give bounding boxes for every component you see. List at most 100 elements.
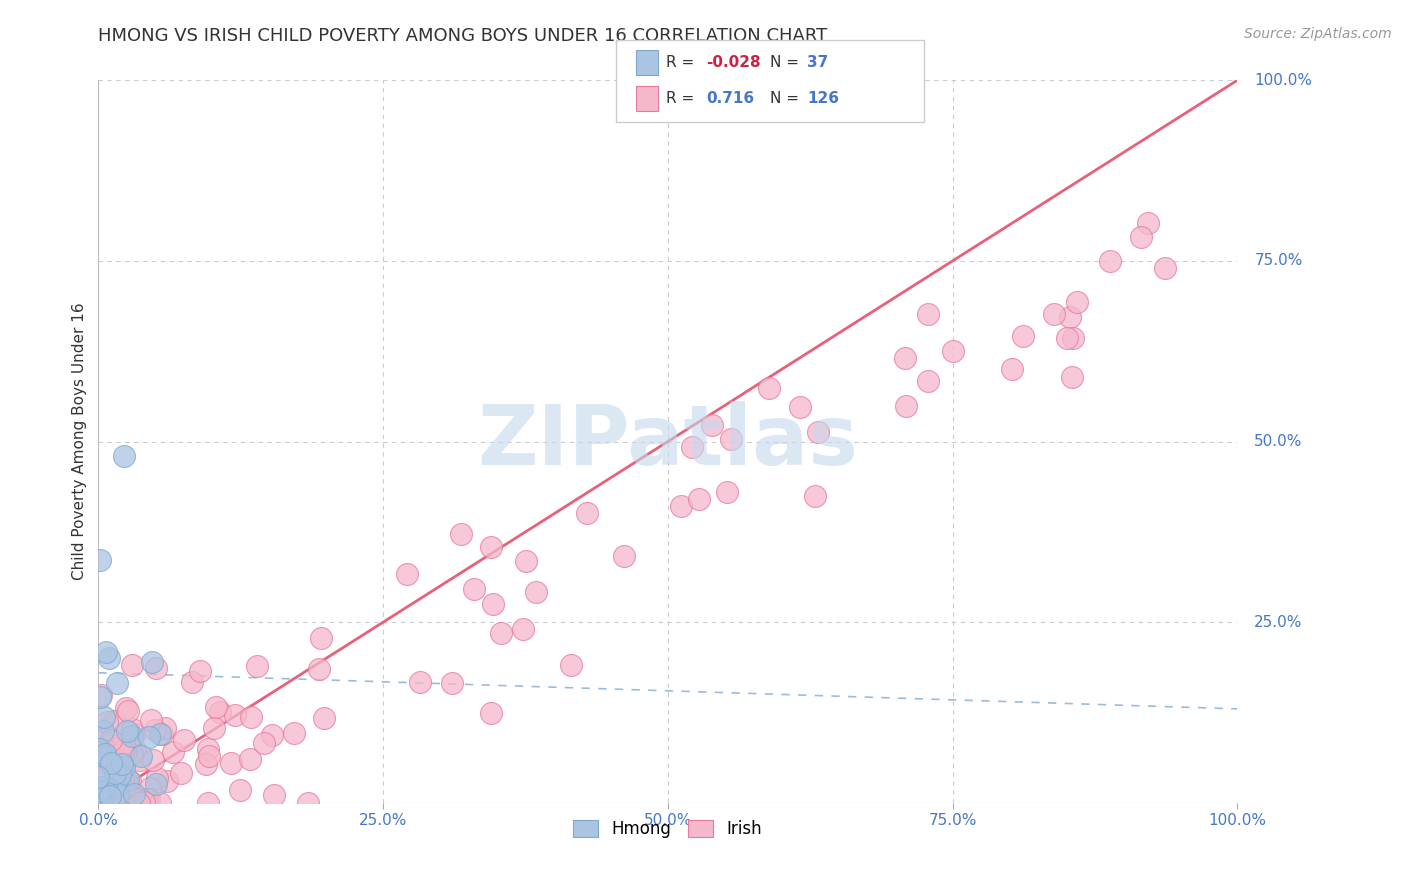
Point [283, 726, 305, 740]
Point [117, 788, 139, 802]
Point [229, 782, 252, 797]
Point [136, 792, 159, 806]
Point [108, 737, 131, 751]
Point [162, 745, 184, 759]
Point [134, 796, 156, 810]
Point [1066, 295, 1088, 310]
Point [91, 756, 114, 770]
Point [308, 662, 330, 676]
Point [87, 786, 110, 800]
Point [114, 744, 136, 758]
Point [263, 788, 285, 802]
Point [127, 792, 149, 806]
Point [138, 792, 160, 806]
Point [314, 711, 336, 725]
Point [121, 657, 143, 672]
Point [105, 675, 128, 690]
Point [122, 787, 145, 801]
Point [87, 791, 110, 805]
Point [894, 351, 917, 366]
Point [104, 780, 127, 794]
Point [219, 756, 242, 770]
Point [87, 796, 110, 810]
Point [122, 727, 145, 741]
Point [101, 765, 124, 780]
Point [202, 721, 225, 735]
Point [195, 756, 218, 771]
Point [153, 721, 176, 735]
Point [896, 399, 918, 413]
Point [188, 664, 211, 678]
Point [96, 750, 118, 764]
Point [107, 753, 129, 767]
Text: 75.0%: 75.0% [1254, 253, 1303, 268]
Point [87, 770, 110, 784]
Point [409, 675, 432, 690]
Legend: Hmong, Irish: Hmong, Irish [567, 814, 769, 845]
Point [97, 796, 120, 810]
Text: 50.0%: 50.0% [1254, 434, 1303, 449]
Point [481, 706, 503, 720]
Point [789, 401, 811, 415]
Text: 0.716: 0.716 [706, 91, 754, 106]
Point [129, 748, 152, 763]
Point [100, 733, 122, 747]
Point [103, 714, 125, 729]
Point [115, 744, 138, 758]
Point [97, 650, 120, 665]
Point [112, 736, 135, 750]
Point [481, 597, 503, 611]
Point [118, 785, 141, 799]
Point [121, 729, 143, 743]
Point [489, 625, 512, 640]
Point [111, 796, 134, 810]
Point [90, 688, 112, 702]
Point [91, 785, 114, 799]
Point [253, 736, 276, 750]
Point [942, 344, 965, 359]
Point [142, 753, 165, 767]
Point [112, 772, 135, 786]
Point [524, 584, 547, 599]
Point [90, 796, 112, 810]
Text: -0.028: -0.028 [706, 55, 761, 70]
Point [240, 709, 263, 723]
Text: 37: 37 [807, 55, 828, 70]
Point [716, 484, 738, 499]
Point [107, 787, 129, 801]
Point [94, 747, 117, 761]
Point [512, 623, 534, 637]
Point [94, 780, 117, 794]
Point [112, 449, 135, 463]
Point [101, 758, 124, 772]
Point [96, 714, 118, 729]
Point [89, 690, 111, 704]
Point [671, 499, 693, 513]
Point [807, 425, 830, 439]
Point [104, 772, 127, 787]
Text: 100.0%: 100.0% [1254, 73, 1312, 87]
Point [139, 780, 162, 795]
Point [173, 733, 195, 747]
Point [128, 796, 150, 810]
Point [93, 710, 115, 724]
Point [758, 381, 780, 395]
Point [700, 418, 723, 433]
Point [94, 645, 117, 659]
Point [145, 661, 167, 675]
Point [1062, 331, 1084, 345]
Point [114, 777, 136, 791]
Point [117, 773, 139, 788]
Point [804, 490, 827, 504]
Text: R =: R = [666, 91, 700, 106]
Point [1154, 260, 1177, 275]
Point [108, 764, 131, 779]
Point [108, 741, 131, 756]
Point [121, 747, 143, 762]
Point [262, 728, 284, 742]
Point [93, 789, 115, 804]
Point [115, 700, 138, 714]
Point [463, 582, 485, 597]
Point [720, 432, 742, 446]
Text: R =: R = [666, 55, 700, 70]
